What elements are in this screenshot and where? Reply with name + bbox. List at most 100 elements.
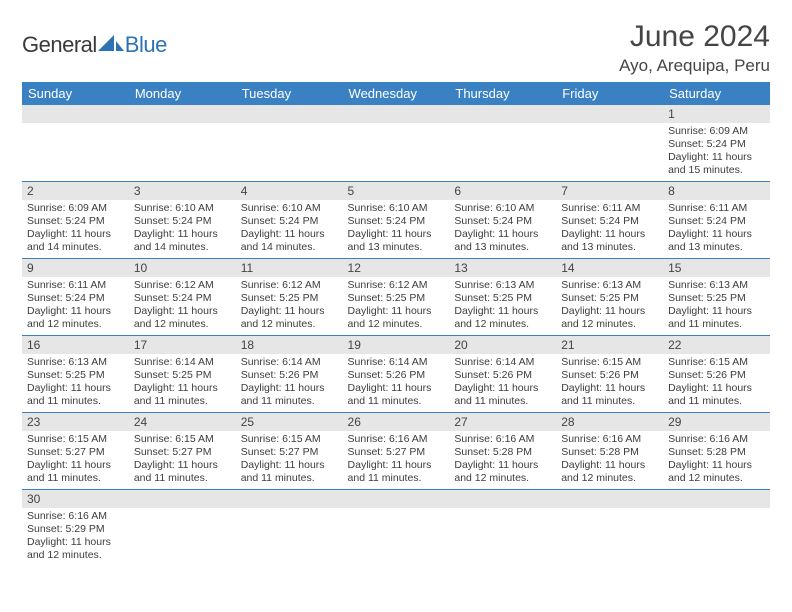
day-number: 8 bbox=[663, 182, 770, 200]
calendar-day-cell: 29Sunrise: 6:16 AMSunset: 5:28 PMDayligh… bbox=[663, 413, 770, 490]
calendar-day-cell: 17Sunrise: 6:14 AMSunset: 5:25 PMDayligh… bbox=[129, 336, 236, 413]
calendar-day-cell: 20Sunrise: 6:14 AMSunset: 5:26 PMDayligh… bbox=[449, 336, 556, 413]
day-detail: Sunrise: 6:14 AMSunset: 5:26 PMDaylight:… bbox=[449, 354, 556, 412]
calendar-day-cell bbox=[129, 490, 236, 567]
daylight-text: Daylight: 11 hours and 13 minutes. bbox=[668, 228, 765, 254]
day-detail: Sunrise: 6:13 AMSunset: 5:25 PMDaylight:… bbox=[449, 277, 556, 335]
sunrise-text: Sunrise: 6:15 AM bbox=[134, 433, 231, 446]
sunrise-text: Sunrise: 6:11 AM bbox=[27, 279, 124, 292]
weekday-saturday: Saturday bbox=[663, 82, 770, 105]
day-number: 30 bbox=[22, 490, 129, 508]
day-number: 13 bbox=[449, 259, 556, 277]
sunrise-text: Sunrise: 6:14 AM bbox=[454, 356, 551, 369]
sunset-text: Sunset: 5:28 PM bbox=[561, 446, 658, 459]
day-number: 24 bbox=[129, 413, 236, 431]
calendar-day-cell: 7Sunrise: 6:11 AMSunset: 5:24 PMDaylight… bbox=[556, 182, 663, 259]
daylight-text: Daylight: 11 hours and 11 minutes. bbox=[27, 382, 124, 408]
sunset-text: Sunset: 5:25 PM bbox=[668, 292, 765, 305]
day-number bbox=[449, 490, 556, 508]
sunrise-text: Sunrise: 6:13 AM bbox=[561, 279, 658, 292]
day-detail: Sunrise: 6:15 AMSunset: 5:27 PMDaylight:… bbox=[129, 431, 236, 489]
logo: General Blue bbox=[22, 32, 167, 58]
sail-icon bbox=[98, 33, 124, 58]
day-number: 16 bbox=[22, 336, 129, 354]
calendar-day-cell: 3Sunrise: 6:10 AMSunset: 5:24 PMDaylight… bbox=[129, 182, 236, 259]
day-number: 2 bbox=[22, 182, 129, 200]
daylight-text: Daylight: 11 hours and 14 minutes. bbox=[27, 228, 124, 254]
sunset-text: Sunset: 5:28 PM bbox=[668, 446, 765, 459]
daylight-text: Daylight: 11 hours and 14 minutes. bbox=[134, 228, 231, 254]
daylight-text: Daylight: 11 hours and 12 minutes. bbox=[241, 305, 338, 331]
sunset-text: Sunset: 5:25 PM bbox=[134, 369, 231, 382]
sunset-text: Sunset: 5:26 PM bbox=[348, 369, 445, 382]
day-detail: Sunrise: 6:16 AMSunset: 5:27 PMDaylight:… bbox=[343, 431, 450, 489]
day-number: 18 bbox=[236, 336, 343, 354]
sunrise-text: Sunrise: 6:11 AM bbox=[668, 202, 765, 215]
day-number bbox=[129, 105, 236, 123]
sunrise-text: Sunrise: 6:12 AM bbox=[348, 279, 445, 292]
day-detail: Sunrise: 6:11 AMSunset: 5:24 PMDaylight:… bbox=[556, 200, 663, 258]
sunset-text: Sunset: 5:28 PM bbox=[454, 446, 551, 459]
sunrise-text: Sunrise: 6:10 AM bbox=[454, 202, 551, 215]
sunset-text: Sunset: 5:27 PM bbox=[134, 446, 231, 459]
sunset-text: Sunset: 5:26 PM bbox=[561, 369, 658, 382]
daylight-text: Daylight: 11 hours and 11 minutes. bbox=[668, 382, 765, 408]
calendar-week-row: 30Sunrise: 6:16 AMSunset: 5:29 PMDayligh… bbox=[22, 490, 770, 567]
calendar-week-row: 23Sunrise: 6:15 AMSunset: 5:27 PMDayligh… bbox=[22, 413, 770, 490]
day-number: 19 bbox=[343, 336, 450, 354]
sunrise-text: Sunrise: 6:14 AM bbox=[134, 356, 231, 369]
calendar-day-cell: 2Sunrise: 6:09 AMSunset: 5:24 PMDaylight… bbox=[22, 182, 129, 259]
weekday-header-row: Sunday Monday Tuesday Wednesday Thursday… bbox=[22, 82, 770, 105]
sunrise-text: Sunrise: 6:14 AM bbox=[348, 356, 445, 369]
sunset-text: Sunset: 5:27 PM bbox=[348, 446, 445, 459]
calendar-day-cell: 30Sunrise: 6:16 AMSunset: 5:29 PMDayligh… bbox=[22, 490, 129, 567]
calendar-day-cell bbox=[236, 105, 343, 182]
day-number: 10 bbox=[129, 259, 236, 277]
sunrise-text: Sunrise: 6:16 AM bbox=[27, 510, 124, 523]
daylight-text: Daylight: 11 hours and 15 minutes. bbox=[668, 151, 765, 177]
daylight-text: Daylight: 11 hours and 12 minutes. bbox=[134, 305, 231, 331]
day-number bbox=[236, 105, 343, 123]
day-detail: Sunrise: 6:13 AMSunset: 5:25 PMDaylight:… bbox=[663, 277, 770, 335]
day-detail: Sunrise: 6:16 AMSunset: 5:28 PMDaylight:… bbox=[449, 431, 556, 489]
day-detail: Sunrise: 6:14 AMSunset: 5:26 PMDaylight:… bbox=[343, 354, 450, 412]
calendar-day-cell: 22Sunrise: 6:15 AMSunset: 5:26 PMDayligh… bbox=[663, 336, 770, 413]
day-number bbox=[556, 105, 663, 123]
day-detail: Sunrise: 6:10 AMSunset: 5:24 PMDaylight:… bbox=[129, 200, 236, 258]
day-number bbox=[343, 490, 450, 508]
calendar-day-cell: 16Sunrise: 6:13 AMSunset: 5:25 PMDayligh… bbox=[22, 336, 129, 413]
daylight-text: Daylight: 11 hours and 12 minutes. bbox=[348, 305, 445, 331]
sunset-text: Sunset: 5:24 PM bbox=[134, 292, 231, 305]
day-detail: Sunrise: 6:13 AMSunset: 5:25 PMDaylight:… bbox=[556, 277, 663, 335]
daylight-text: Daylight: 11 hours and 13 minutes. bbox=[348, 228, 445, 254]
calendar-day-cell bbox=[556, 105, 663, 182]
calendar-day-cell: 19Sunrise: 6:14 AMSunset: 5:26 PMDayligh… bbox=[343, 336, 450, 413]
daylight-text: Daylight: 11 hours and 14 minutes. bbox=[241, 228, 338, 254]
sunset-text: Sunset: 5:27 PM bbox=[241, 446, 338, 459]
day-number: 22 bbox=[663, 336, 770, 354]
daylight-text: Daylight: 11 hours and 12 minutes. bbox=[27, 305, 124, 331]
weekday-sunday: Sunday bbox=[22, 82, 129, 105]
day-detail: Sunrise: 6:16 AMSunset: 5:28 PMDaylight:… bbox=[556, 431, 663, 489]
sunrise-text: Sunrise: 6:15 AM bbox=[241, 433, 338, 446]
daylight-text: Daylight: 11 hours and 11 minutes. bbox=[561, 382, 658, 408]
calendar-day-cell: 8Sunrise: 6:11 AMSunset: 5:24 PMDaylight… bbox=[663, 182, 770, 259]
daylight-text: Daylight: 11 hours and 11 minutes. bbox=[241, 459, 338, 485]
day-detail: Sunrise: 6:14 AMSunset: 5:25 PMDaylight:… bbox=[129, 354, 236, 412]
calendar-day-cell bbox=[663, 490, 770, 567]
calendar-day-cell: 14Sunrise: 6:13 AMSunset: 5:25 PMDayligh… bbox=[556, 259, 663, 336]
day-detail: Sunrise: 6:15 AMSunset: 5:27 PMDaylight:… bbox=[236, 431, 343, 489]
day-number bbox=[129, 490, 236, 508]
calendar-day-cell: 13Sunrise: 6:13 AMSunset: 5:25 PMDayligh… bbox=[449, 259, 556, 336]
sunset-text: Sunset: 5:25 PM bbox=[27, 369, 124, 382]
day-detail: Sunrise: 6:12 AMSunset: 5:24 PMDaylight:… bbox=[129, 277, 236, 335]
sunset-text: Sunset: 5:25 PM bbox=[348, 292, 445, 305]
sunrise-text: Sunrise: 6:15 AM bbox=[27, 433, 124, 446]
daylight-text: Daylight: 11 hours and 11 minutes. bbox=[134, 382, 231, 408]
daylight-text: Daylight: 11 hours and 12 minutes. bbox=[454, 459, 551, 485]
daylight-text: Daylight: 11 hours and 11 minutes. bbox=[348, 382, 445, 408]
calendar-day-cell: 24Sunrise: 6:15 AMSunset: 5:27 PMDayligh… bbox=[129, 413, 236, 490]
weekday-friday: Friday bbox=[556, 82, 663, 105]
sunset-text: Sunset: 5:25 PM bbox=[454, 292, 551, 305]
title-block: June 2024 Ayo, Arequipa, Peru bbox=[619, 20, 770, 76]
